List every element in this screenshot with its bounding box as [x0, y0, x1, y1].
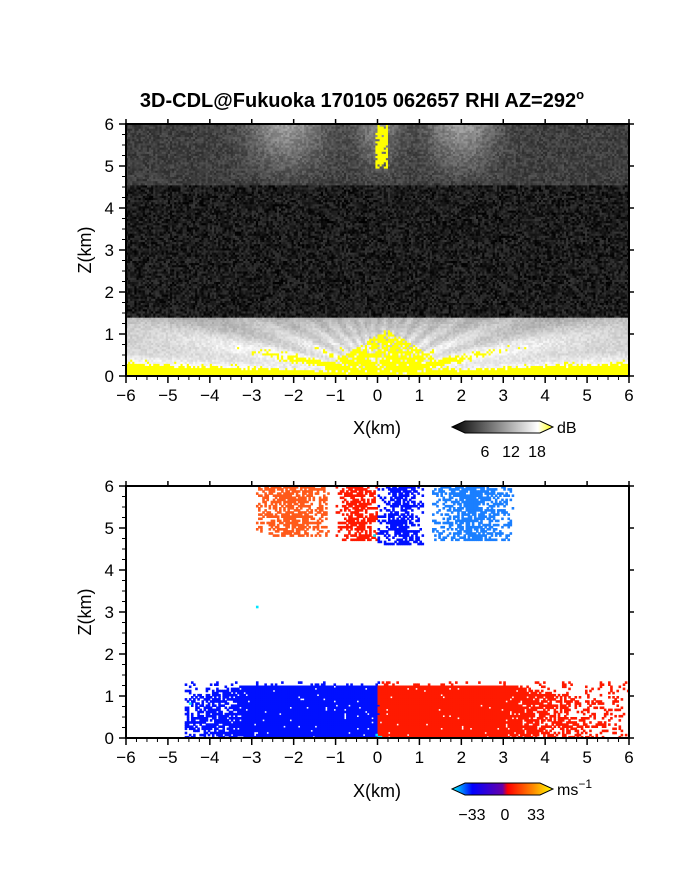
- chart-title: 3D-CDL@Fukuoka 170105 062657 RHI AZ=292o: [140, 87, 584, 112]
